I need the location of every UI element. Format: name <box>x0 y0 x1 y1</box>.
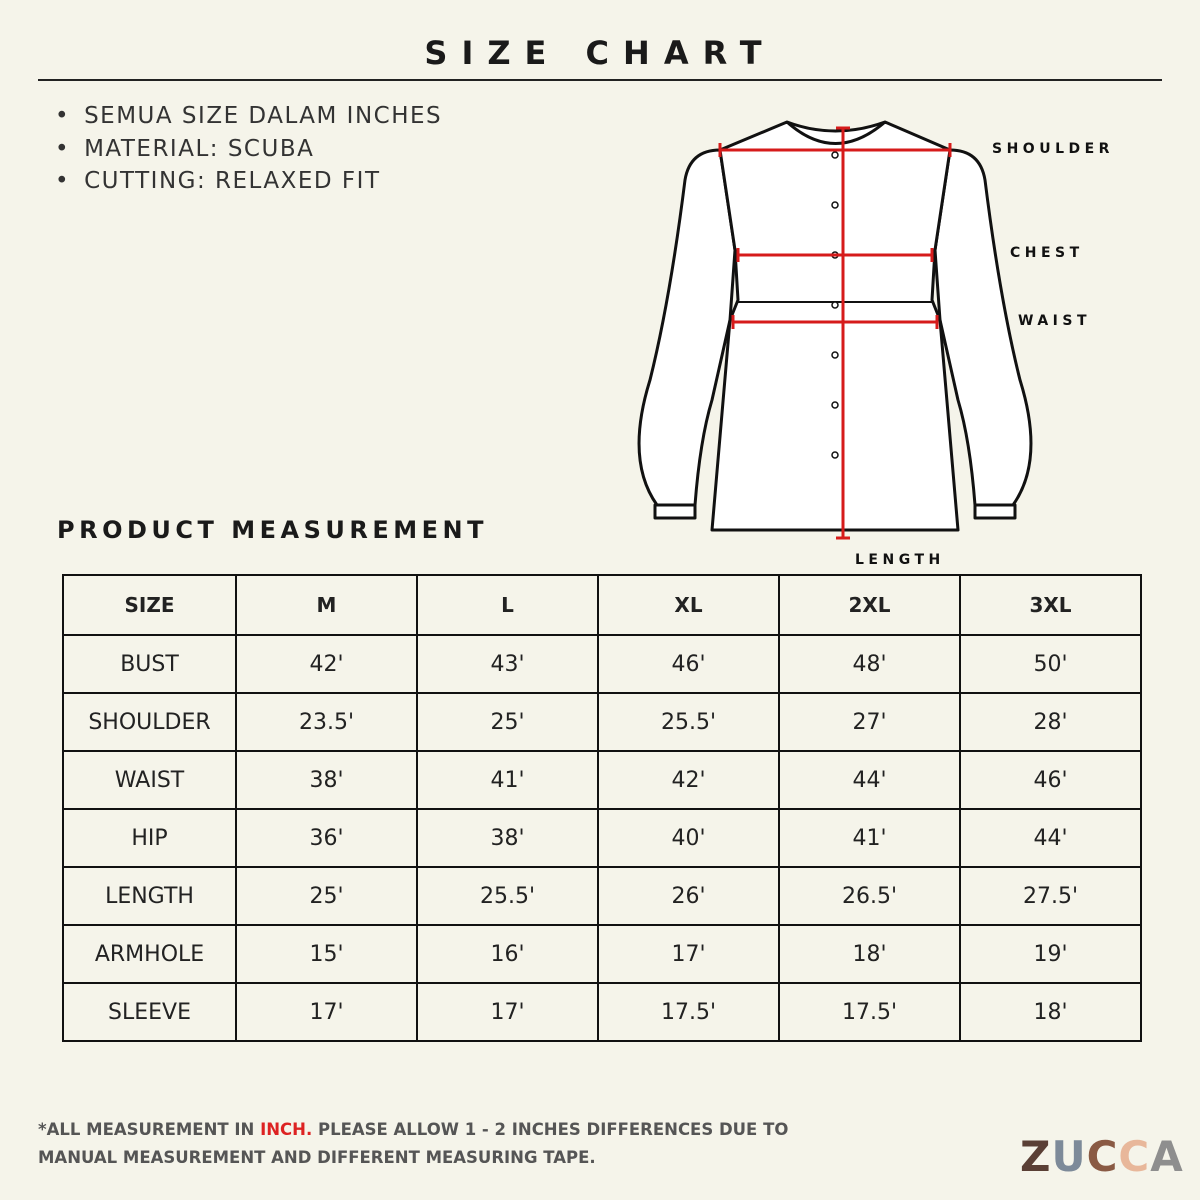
table-cell: 25' <box>416 692 599 752</box>
notes: SEMUA SIZE DALAM INCHESMATERIAL: SCUBACU… <box>55 100 442 198</box>
table-cell: 42' <box>235 634 418 694</box>
table-cell: 46' <box>959 750 1142 810</box>
table-cell: 28' <box>959 692 1142 752</box>
diagram-label: WAIST <box>1018 313 1091 329</box>
table-cell: 26' <box>597 866 780 926</box>
brand-letter: U <box>1051 1132 1087 1181</box>
table-cell: 40' <box>597 808 780 868</box>
row-label: LENGTH <box>62 866 237 926</box>
row-label: BUST <box>62 634 237 694</box>
divider <box>38 79 1162 81</box>
row-label: HIP <box>62 808 237 868</box>
table-cell: 19' <box>959 924 1142 984</box>
left-cuff <box>653 503 697 520</box>
row-label: SHOULDER <box>62 692 237 752</box>
diagram-label: CHEST <box>1010 245 1084 261</box>
note: MATERIAL: SCUBA <box>55 133 442 166</box>
footnote-text: *ALL MEASUREMENT IN <box>38 1120 261 1139</box>
table-cell: 25.5' <box>597 692 780 752</box>
table-cell: 41' <box>416 750 599 810</box>
table-cell: 17.5' <box>778 982 961 1042</box>
title: SIZE CHART <box>424 34 776 72</box>
table-cell: 15' <box>235 924 418 984</box>
collar <box>785 120 886 145</box>
header-cell: 3XL <box>959 574 1142 636</box>
table-cell: 46' <box>597 634 780 694</box>
table-cell: 17' <box>235 982 418 1042</box>
header-row: SIZE M L XL 2XL 3XL <box>62 574 1142 636</box>
table-cell: 50' <box>959 634 1142 694</box>
table-cell: 36' <box>235 808 418 868</box>
brand-letter: Z <box>1020 1132 1052 1181</box>
header-cell: L <box>416 574 599 636</box>
right-cuff <box>973 503 1017 520</box>
table-row: SHOULDER 23.5' 25' 25.5' 27' 28' <box>62 692 1142 752</box>
table-cell: 26.5' <box>778 866 961 926</box>
garment-diagram: SHOULDER CHEST WAIST LENGTH <box>637 120 1114 568</box>
table-row: SLEEVE 17' 17' 17.5' 17.5' 18' <box>62 982 1142 1042</box>
table-cell: 27.5' <box>959 866 1142 926</box>
left-sleeve <box>637 148 737 507</box>
footnote-highlight: INCH. <box>260 1120 313 1139</box>
brand-letter: C <box>1118 1132 1151 1181</box>
row-label: SLEEVE <box>62 982 237 1042</box>
table-cell: 48' <box>778 634 961 694</box>
table-cell: 17.5' <box>597 982 780 1042</box>
diagram-label: SHOULDER <box>992 141 1114 157</box>
header-cell: SIZE <box>62 574 237 636</box>
table-cell: 27' <box>778 692 961 752</box>
table-row: ARMHOLE 15' 16' 17' 18' 19' <box>62 924 1142 984</box>
table-cell: 18' <box>959 982 1142 1042</box>
table-cell: 18' <box>778 924 961 984</box>
table-cell: 17' <box>597 924 780 984</box>
brand-letter: C <box>1086 1132 1119 1181</box>
size-table: SIZE M L XL 2XL 3XL BUST 42' 43' 46' 48' 50' SHOULDE… <box>62 574 1142 1042</box>
table-cell: 43' <box>416 634 599 694</box>
table-cell: 17' <box>416 982 599 1042</box>
table-cell: 38' <box>416 808 599 868</box>
table-cell: 44' <box>959 808 1142 868</box>
table-cell: 44' <box>778 750 961 810</box>
header-cell: XL <box>597 574 780 636</box>
table-cell: 23.5' <box>235 692 418 752</box>
table-cell: 16' <box>416 924 599 984</box>
body <box>710 120 960 532</box>
table-cell: 42' <box>597 750 780 810</box>
footnote-text: PLEASE ALLOW 1 - 2 INCHES DIFFERENCES DU… <box>38 1120 789 1167</box>
note: CUTTING: RELAXED FIT <box>55 165 442 198</box>
table-cell: 38' <box>235 750 418 810</box>
brand-letter: A <box>1150 1132 1184 1181</box>
diagram-label: LENGTH <box>855 552 945 568</box>
table-row: HIP 36' 38' 40' 41' 44' <box>62 808 1142 868</box>
table-cell: 41' <box>778 808 961 868</box>
table-row: BUST 42' 43' 46' 48' 50' <box>62 634 1142 694</box>
measure-lines <box>718 126 952 540</box>
table-row: LENGTH 25' 25.5' 26' 26.5' 27.5' <box>62 866 1142 926</box>
header-cell: M <box>235 574 418 636</box>
brand-logo: ZUCCA <box>1020 1132 1184 1181</box>
garment <box>637 120 1033 532</box>
row-label: WAIST <box>62 750 237 810</box>
note: SEMUA SIZE DALAM INCHES <box>55 100 442 133</box>
table-row: WAIST 38' 41' 42' 44' 46' <box>62 750 1142 810</box>
table-cell: 25' <box>235 866 418 926</box>
table-cell: 25.5' <box>416 866 599 926</box>
row-label: ARMHOLE <box>62 924 237 984</box>
right-sleeve <box>933 148 1033 507</box>
section-title: PRODUCT MEASUREMENT <box>57 516 488 544</box>
header-cell: 2XL <box>778 574 961 636</box>
footnote: *ALL MEASUREMENT IN INCH. PLEASE ALLOW 1… <box>38 1116 858 1172</box>
